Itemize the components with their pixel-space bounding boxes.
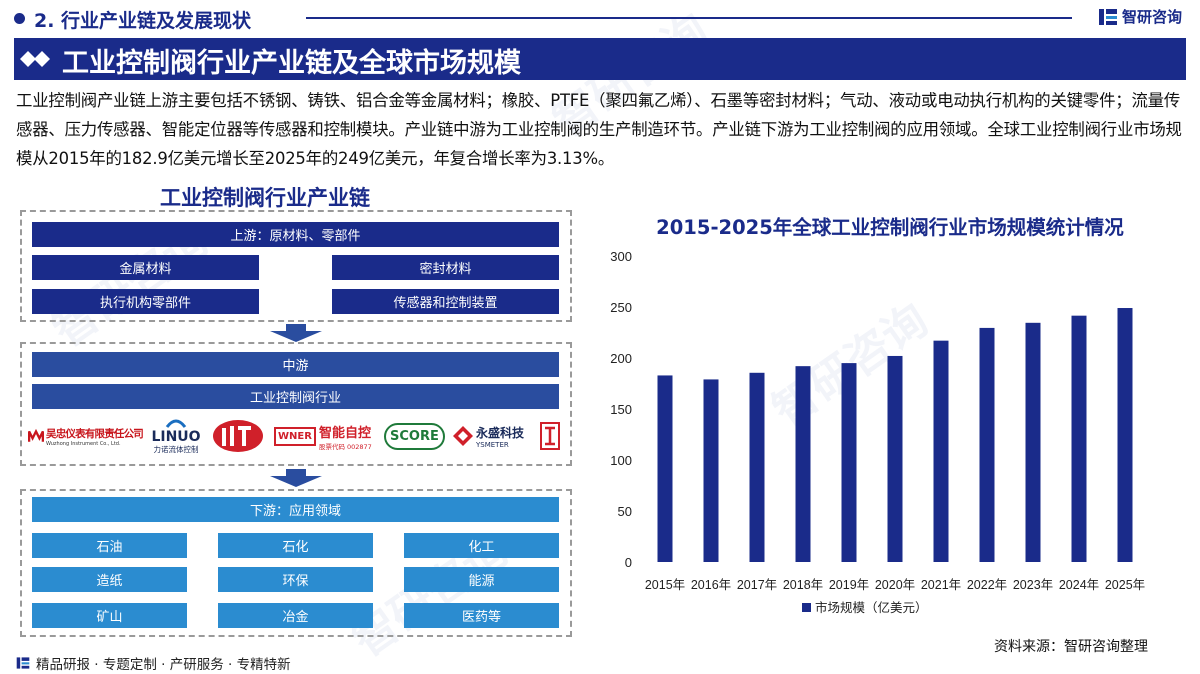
section-divider <box>306 17 1072 19</box>
chart-title: 2015-2025年全球工业控制阀行业市场规模统计情况 <box>656 216 1124 239</box>
x-tick-label: 2017年 <box>737 578 777 592</box>
downstream-item: 化工 <box>404 533 559 558</box>
chain-title: 工业控制阀行业产业链 <box>160 186 370 210</box>
yongsheng-mark-icon <box>453 426 473 446</box>
midstream-header: 中游 <box>32 352 559 377</box>
x-tick-label: 2025年 <box>1105 578 1145 592</box>
bar <box>1117 308 1133 562</box>
bar <box>795 366 811 562</box>
brand: 智研咨询 <box>1098 6 1182 27</box>
logo-wuzhong: 吴忠仪表有限责任公司 Wuzhong Instrument Co., Ltd. <box>28 414 144 458</box>
legend-label: 市场规模（亿美元） <box>815 600 928 615</box>
bar <box>887 355 903 562</box>
downstream-box <box>20 489 572 637</box>
page-title: 工业控制阀行业产业链及全球市场规模 <box>62 48 521 79</box>
y-tick-label: 200 <box>610 351 632 366</box>
x-tick-label: 2015年 <box>645 578 685 592</box>
logo-linuo-name: LINUO <box>151 428 201 445</box>
midstream-sub: 工业控制阀行业 <box>32 384 559 409</box>
section-bullet <box>14 13 25 24</box>
logo-red-mark <box>210 414 266 458</box>
logo-wuzhong-name: 吴忠仪表有限责任公司 <box>46 427 144 440</box>
logo-linuo-sub: 力诺流体控制 <box>153 444 199 454</box>
bar <box>749 372 765 562</box>
down-arrow-icon <box>270 469 322 487</box>
logo-wuzhong-sub: Wuzhong Instrument Co., Ltd. <box>46 440 121 447</box>
footer: 精品研报 · 专题定制 · 产研服务 · 专精特新 <box>16 653 291 673</box>
logo-wner: WNER 智能自控 股票代码 002877 <box>274 414 378 458</box>
downstream-item: 医药等 <box>404 603 559 628</box>
logo-wner-name: 智能自控 <box>318 425 371 441</box>
upstream-item: 传感器和控制装置 <box>332 289 559 314</box>
title-banner: 工业控制阀行业产业链及全球市场规模 <box>14 38 1186 80</box>
bar <box>933 340 949 562</box>
bar <box>979 327 995 562</box>
valve-brand-mark-icon <box>213 420 263 452</box>
wuzhong-mark-icon <box>28 428 44 442</box>
legend-swatch <box>802 603 811 612</box>
bar <box>1025 322 1041 562</box>
section-title: 2. 行业产业链及发展现状 <box>34 10 252 32</box>
y-tick-label: 100 <box>610 453 632 468</box>
bar <box>703 379 719 562</box>
downstream-item: 能源 <box>404 567 559 592</box>
brand-logo-icon <box>16 657 30 669</box>
linuo-mark-icon <box>165 419 187 428</box>
x-tick-label: 2016年 <box>691 578 731 592</box>
downstream-item: 造纸 <box>32 567 187 592</box>
upstream-item: 执行机构零部件 <box>32 289 259 314</box>
x-tick-label: 2021年 <box>921 578 961 592</box>
brand-logo-icon <box>1099 8 1117 25</box>
partial-logo-icon <box>540 422 560 450</box>
logo-score-name: SCORE <box>384 422 445 450</box>
downstream-item: 石化 <box>218 533 373 558</box>
down-arrow-icon <box>270 324 322 342</box>
y-tick-label: 50 <box>618 504 632 519</box>
logo-score: SCORE <box>384 414 448 458</box>
x-tick-label: 2018年 <box>783 578 823 592</box>
logo-partial <box>540 414 562 458</box>
logo-wner-badge: WNER <box>274 426 316 446</box>
x-tick-label: 2022年 <box>967 578 1007 592</box>
downstream-item: 环保 <box>218 567 373 592</box>
midstream-box <box>20 342 572 466</box>
x-tick-label: 2020年 <box>875 578 915 592</box>
footer-text: 精品研报 · 专题定制 · 产研服务 · 专精特新 <box>36 657 291 673</box>
bar <box>1071 315 1087 562</box>
y-tick-label: 0 <box>625 555 632 570</box>
downstream-header: 下游：应用领域 <box>32 497 559 522</box>
bar <box>657 375 673 562</box>
upstream-item: 密封材料 <box>332 255 559 280</box>
downstream-item: 冶金 <box>218 603 373 628</box>
company-logos: 吴忠仪表有限责任公司 Wuzhong Instrument Co., Ltd. … <box>28 414 564 458</box>
y-tick-label: 150 <box>610 402 632 417</box>
y-tick-label: 300 <box>610 249 632 264</box>
logo-linuo: LINUO 力诺流体控制 <box>144 414 208 458</box>
double-diamond-icon <box>20 51 50 67</box>
upstream-box <box>20 210 572 322</box>
upstream-item: 金属材料 <box>32 255 259 280</box>
brand-name: 智研咨询 <box>1122 8 1183 26</box>
y-tick-label: 250 <box>610 300 632 315</box>
logo-wner-sub: 股票代码 002877 <box>318 442 372 451</box>
source-note: 资料来源：智研咨询整理 <box>994 639 1148 655</box>
x-tick-label: 2019年 <box>829 578 869 592</box>
logo-yongsheng: 永盛科技 YSMETER <box>452 414 536 458</box>
x-tick-label: 2023年 <box>1013 578 1053 592</box>
bar <box>841 363 857 562</box>
upstream-header: 上游：原材料、零部件 <box>32 222 559 247</box>
intro-paragraph: 工业控制阀产业链上游主要包括不锈钢、铸铁、铝合金等金属材料；橡胶、PTFE（聚四… <box>16 91 1182 168</box>
logo-yongsheng-name: 永盛科技 <box>476 425 525 440</box>
logo-yongsheng-sub: YSMETER <box>476 440 509 449</box>
downstream-item: 矿山 <box>32 603 187 628</box>
section-bar: 2. 行业产业链及发展现状 智研咨询 <box>0 0 1200 36</box>
downstream-item: 石油 <box>32 533 187 558</box>
bar-chart: 0 50 100 150 200 250 300 2015年 2016年 2017年 2018年 20… <box>610 249 1145 615</box>
x-tick-label: 2024年 <box>1059 578 1099 592</box>
